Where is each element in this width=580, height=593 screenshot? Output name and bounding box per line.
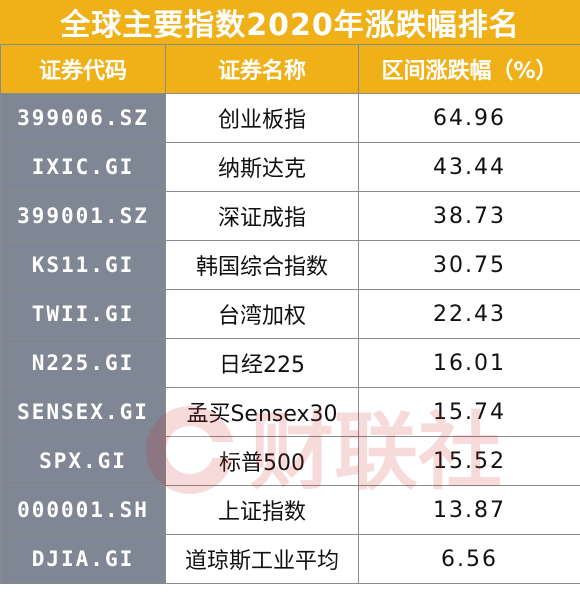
change-value: 22.43 bbox=[358, 289, 580, 339]
security-name: 创业板指 bbox=[165, 93, 359, 143]
table-row: 000001.SH 上证指数 13.87 bbox=[0, 485, 580, 535]
security-code: KS11.GI bbox=[0, 240, 166, 290]
table-row: KS11.GI 韩国综合指数 30.75 bbox=[0, 240, 580, 290]
security-code: 000001.SH bbox=[0, 485, 166, 535]
security-code: 399006.SZ bbox=[0, 93, 166, 143]
change-value: 64.96 bbox=[358, 93, 580, 143]
security-code: TWII.GI bbox=[0, 289, 166, 339]
security-code: SPX.GI bbox=[0, 436, 166, 486]
change-value: 13.87 bbox=[358, 485, 580, 535]
security-name: 孟买Sensex30 bbox=[165, 387, 359, 437]
table-row: IXIC.GI 纳斯达克 43.44 bbox=[0, 142, 580, 192]
table-title: 全球主要指数2020年涨跌幅排名 bbox=[0, 0, 580, 44]
security-name: 韩国综合指数 bbox=[165, 240, 359, 290]
change-value: 43.44 bbox=[358, 142, 580, 192]
header-name: 证券名称 bbox=[165, 44, 359, 94]
table-row: 399001.SZ 深证成指 38.73 bbox=[0, 191, 580, 241]
security-name: 标普500 bbox=[165, 436, 359, 486]
table-row: N225.GI 日经225 16.01 bbox=[0, 338, 580, 388]
change-value: 15.74 bbox=[358, 387, 580, 437]
security-code: SENSEX.GI bbox=[0, 387, 166, 437]
header-code: 证券代码 bbox=[0, 44, 166, 94]
security-name: 上证指数 bbox=[165, 485, 359, 535]
change-value: 30.75 bbox=[358, 240, 580, 290]
security-code: DJIA.GI bbox=[0, 534, 166, 584]
security-name: 道琼斯工业平均 bbox=[165, 534, 359, 584]
header-change: 区间涨跌幅（%） bbox=[358, 44, 580, 94]
change-value: 6.56 bbox=[358, 534, 580, 584]
security-code: 399001.SZ bbox=[0, 191, 166, 241]
table-row: SPX.GI 标普500 15.52 bbox=[0, 436, 580, 486]
table-row: SENSEX.GI 孟买Sensex30 15.74 bbox=[0, 387, 580, 437]
security-name: 深证成指 bbox=[165, 191, 359, 241]
security-code: IXIC.GI bbox=[0, 142, 166, 192]
table-row: DJIA.GI 道琼斯工业平均 6.56 bbox=[0, 534, 580, 584]
security-name: 台湾加权 bbox=[165, 289, 359, 339]
security-name: 日经225 bbox=[165, 338, 359, 388]
header-row: 证券代码 证券名称 区间涨跌幅（%） bbox=[0, 44, 580, 94]
table-row: TWII.GI 台湾加权 22.43 bbox=[0, 289, 580, 339]
change-value: 16.01 bbox=[358, 338, 580, 388]
table-row: 399006.SZ 创业板指 64.96 bbox=[0, 93, 580, 143]
security-code: N225.GI bbox=[0, 338, 166, 388]
security-name: 纳斯达克 bbox=[165, 142, 359, 192]
change-value: 15.52 bbox=[358, 436, 580, 486]
change-value: 38.73 bbox=[358, 191, 580, 241]
ranking-table: 证券代码 证券名称 区间涨跌幅（%） 399006.SZ 创业板指 64.96 … bbox=[0, 44, 580, 584]
